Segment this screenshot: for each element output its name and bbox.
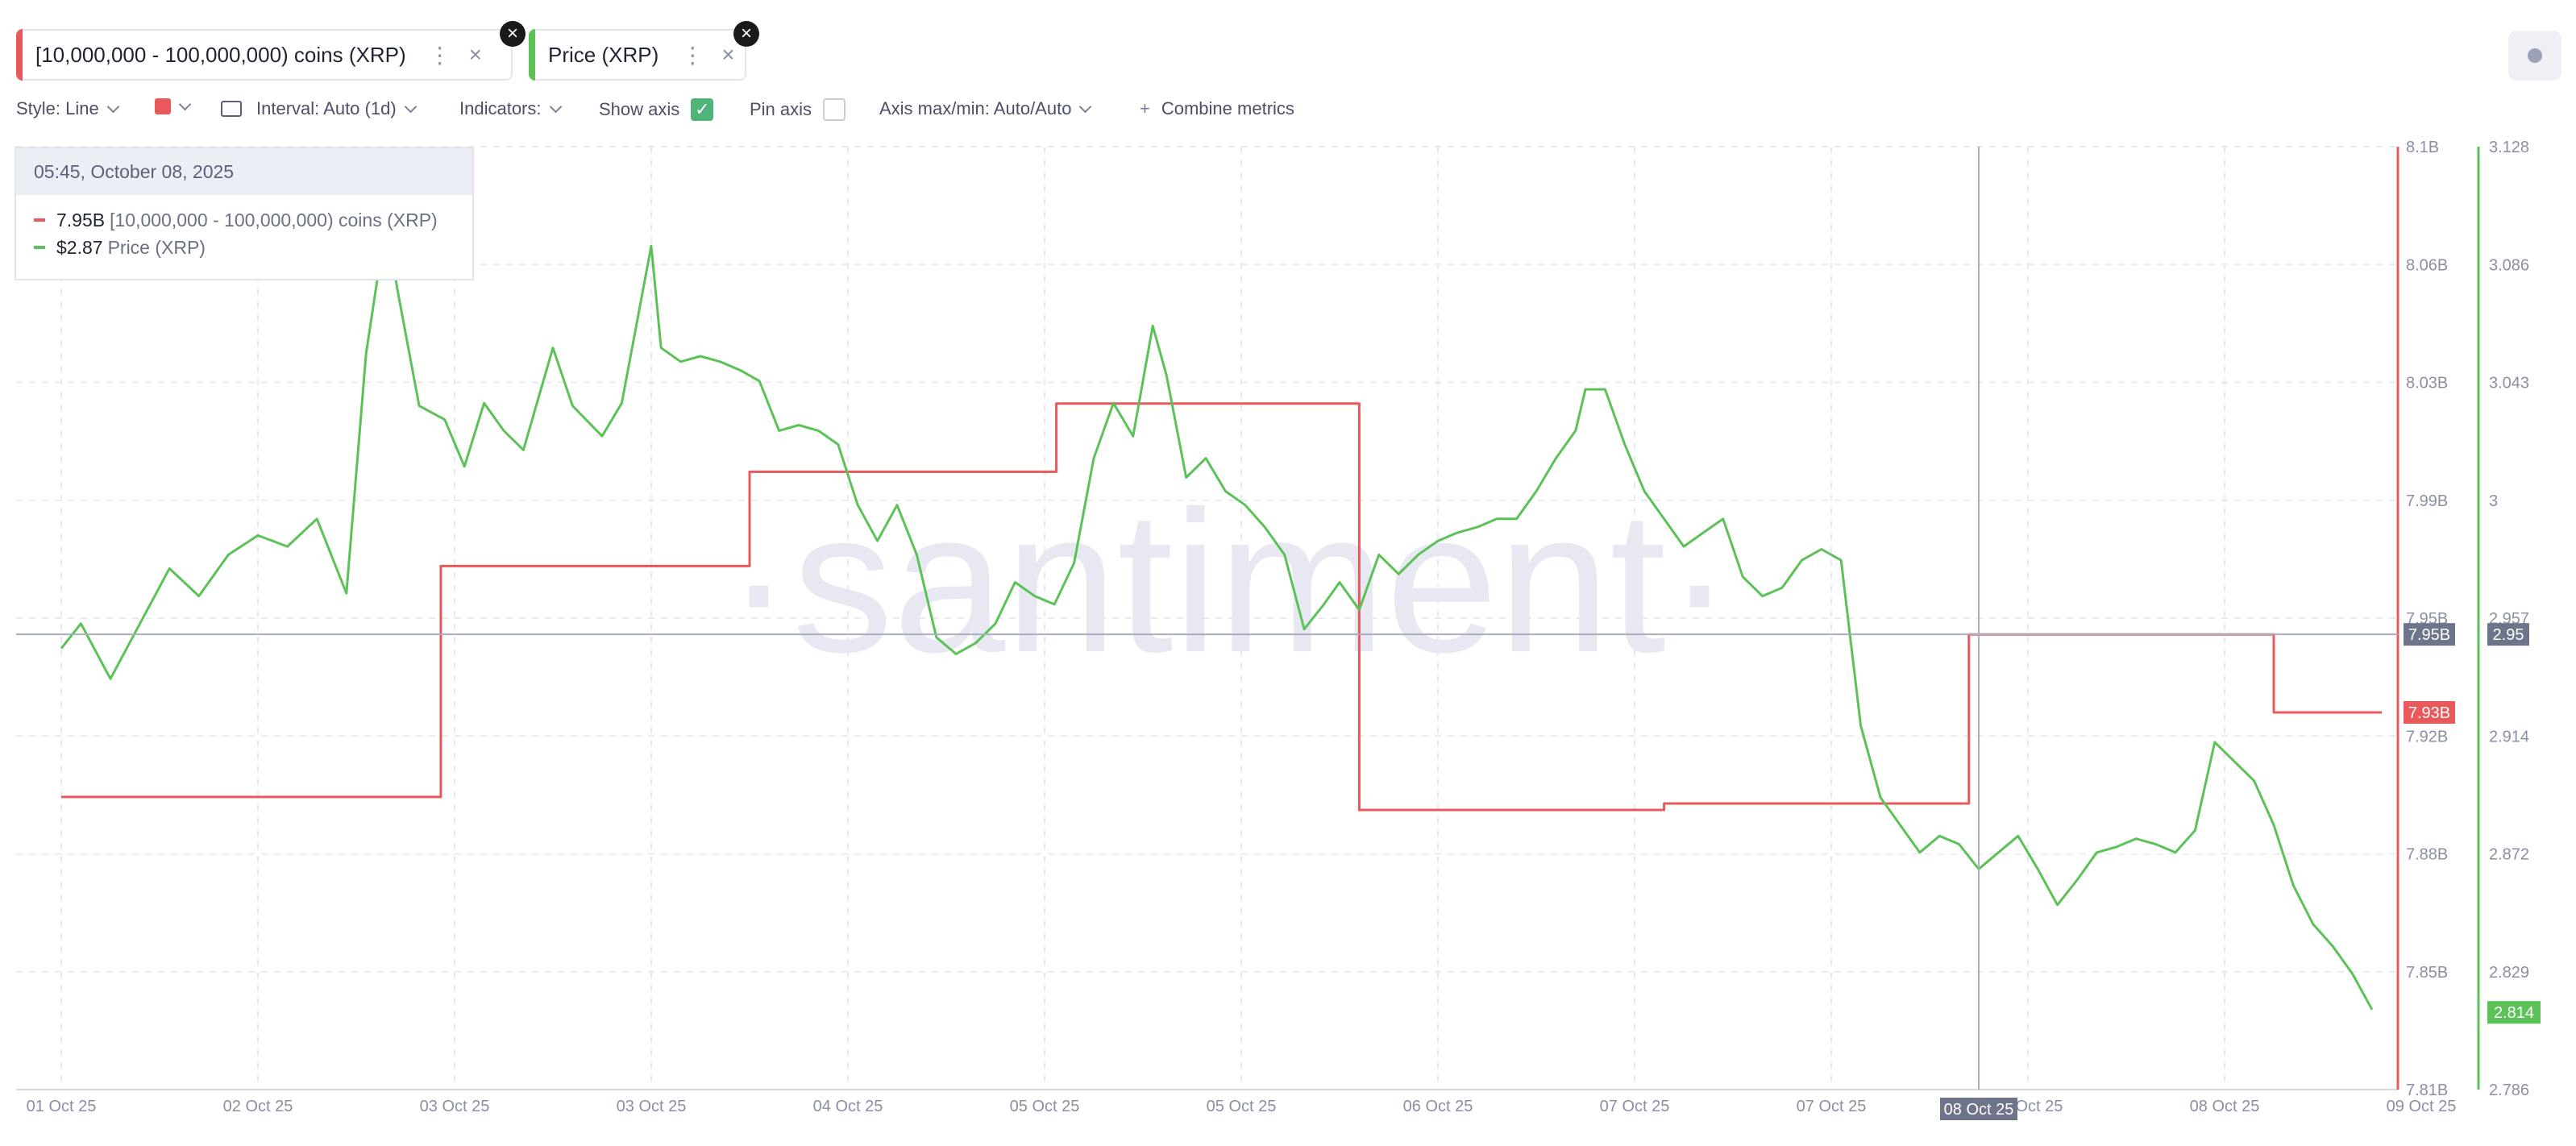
- tooltip-row: $2.87 Price (XRP): [16, 234, 472, 261]
- price-series-line: [60, 222, 2374, 1011]
- series-swatch: [34, 218, 45, 222]
- y-tick-label-coins: 7.88B: [2406, 846, 2448, 864]
- x-tick-label: 07 Oct 25: [1600, 1098, 1670, 1115]
- interval-icon: [221, 101, 242, 117]
- color-dropdown[interactable]: [155, 98, 192, 114]
- tooltip-value: 7.95B: [56, 210, 106, 230]
- y-tick-label-coins: 7.85B: [2406, 964, 2448, 982]
- metric-chip-label: [10,000,000 - 100,000,000) coins (XRP): [35, 42, 406, 67]
- metric-chip-price[interactable]: Price (XRP) ⋮ ×: [529, 29, 746, 81]
- crosshair-y-label-price: 2.95: [2493, 626, 2524, 644]
- x-tick-label: 03 Oct 25: [617, 1098, 687, 1115]
- indicators-label: Indicators:: [459, 98, 542, 118]
- y-tick-label-price: 2.786: [2489, 1082, 2529, 1099]
- close-icon[interactable]: ×: [468, 42, 482, 67]
- metric-chip-label: Price (XRP): [548, 42, 659, 67]
- x-tick-label: 03 Oct 25: [420, 1098, 490, 1115]
- last-value-label-coins: 7.93B: [2408, 704, 2450, 722]
- y-tick-label-price: 3.043: [2489, 375, 2529, 392]
- y-tick-label-price: 3.086: [2489, 256, 2529, 274]
- metric-color-bar: [529, 29, 535, 81]
- more-options-icon[interactable]: ⋮: [428, 42, 451, 68]
- combine-metrics-button[interactable]: + Combine metrics: [1140, 98, 1294, 119]
- checkbox-icon[interactable]: [823, 98, 846, 121]
- y-tick-label-coins: 7.99B: [2406, 492, 2448, 510]
- crosshair-x-label-bg: [1940, 1098, 2017, 1120]
- style-label: Style: Line: [16, 98, 99, 118]
- y-tick-label-coins: 8.06B: [2406, 256, 2448, 274]
- plus-icon: +: [1140, 98, 1150, 118]
- y-tick-label-price: 2.872: [2489, 846, 2529, 864]
- crosshair-y-label-coins-bg: [2404, 623, 2455, 646]
- x-tick-label: 05 Oct 25: [1207, 1098, 1277, 1115]
- y-tick-label-price: 2.914: [2489, 728, 2529, 745]
- y-tick-label-coins: 7.81B: [2406, 1082, 2448, 1099]
- metric-color-bar: [16, 29, 23, 81]
- x-tick-label: 09 Oct 25: [2387, 1098, 2457, 1115]
- close-icon[interactable]: ×: [721, 42, 735, 67]
- x-tick-label: 04 Oct 25: [813, 1098, 883, 1115]
- x-tick-label: 01 Oct 25: [27, 1098, 97, 1115]
- remove-metric-button[interactable]: ×: [500, 21, 526, 47]
- last-value-label-coins-bg: [2404, 701, 2455, 724]
- more-options-icon[interactable]: ⋮: [681, 42, 704, 68]
- metric-chip-coins[interactable]: [10,000,000 - 100,000,000) coins (XRP) ⋮…: [16, 29, 513, 81]
- axis-maxmin-dropdown[interactable]: Axis max/min: Auto/Auto: [879, 98, 1092, 119]
- series-swatch: [34, 246, 45, 249]
- pin-axis-toggle[interactable]: Pin axis: [750, 98, 846, 121]
- x-tick-label: 07 Oct 25: [1797, 1098, 1867, 1115]
- indicators-dropdown[interactable]: Indicators:: [459, 98, 562, 119]
- tooltip-value: $2.87: [56, 237, 103, 258]
- y-tick-label-coins: 8.1B: [2406, 139, 2439, 156]
- tooltip-series-name: Price (XRP): [107, 237, 206, 258]
- show-axis-toggle[interactable]: Show axis ✓: [599, 98, 714, 121]
- x-tick-label: 08 Oct 25: [2190, 1098, 2260, 1115]
- interval-label: Interval: Auto (1d): [256, 98, 397, 118]
- tooltip-row: 7.95B [10,000,000 - 100,000,000) coins (…: [16, 206, 472, 234]
- interval-dropdown[interactable]: Interval: Auto (1d): [221, 98, 417, 119]
- last-value-label-price-bg: [2487, 1001, 2541, 1024]
- axis-maxmin-label: Axis max/min: Auto/Auto: [879, 98, 1072, 118]
- y-tick-label-coins: 8.03B: [2406, 375, 2448, 392]
- y-tick-label-price: 3: [2489, 492, 2498, 510]
- chart-tooltip: 05:45, October 08, 2025 7.95B [10,000,00…: [15, 147, 474, 280]
- last-value-label-price: 2.814: [2494, 1004, 2534, 1022]
- crosshair-y-label-coins: 7.95B: [2408, 626, 2450, 644]
- show-axis-label: Show axis: [599, 99, 680, 119]
- combine-metrics-label: Combine metrics: [1161, 98, 1294, 118]
- tooltip-date: 05:45, October 08, 2025: [16, 148, 472, 195]
- y-tick-label-price: 2.829: [2489, 964, 2529, 982]
- x-tick-label: 06 Oct 25: [1403, 1098, 1473, 1115]
- checkbox-checked-icon[interactable]: ✓: [691, 98, 714, 121]
- settings-button[interactable]: [2508, 31, 2561, 81]
- x-tick-label: 05 Oct 25: [1010, 1098, 1080, 1115]
- pin-axis-label: Pin axis: [750, 99, 812, 119]
- settings-icon: [2528, 48, 2542, 63]
- x-tick-label: 02 Oct 25: [223, 1098, 293, 1115]
- y-tick-label-coins: 7.92B: [2406, 728, 2448, 745]
- style-dropdown[interactable]: Style: Line: [16, 98, 120, 119]
- crosshair-y-label-price-bg: [2487, 623, 2529, 646]
- tooltip-series-name: [10,000,000 - 100,000,000) coins (XRP): [110, 210, 438, 230]
- crosshair-x-label: 08 Oct 25: [1944, 1101, 2014, 1119]
- color-swatch: [155, 98, 171, 114]
- santiment-watermark: ·santiment·: [725, 469, 1733, 694]
- remove-metric-button[interactable]: ×: [733, 21, 759, 47]
- y-tick-label-price: 3.128: [2489, 139, 2529, 156]
